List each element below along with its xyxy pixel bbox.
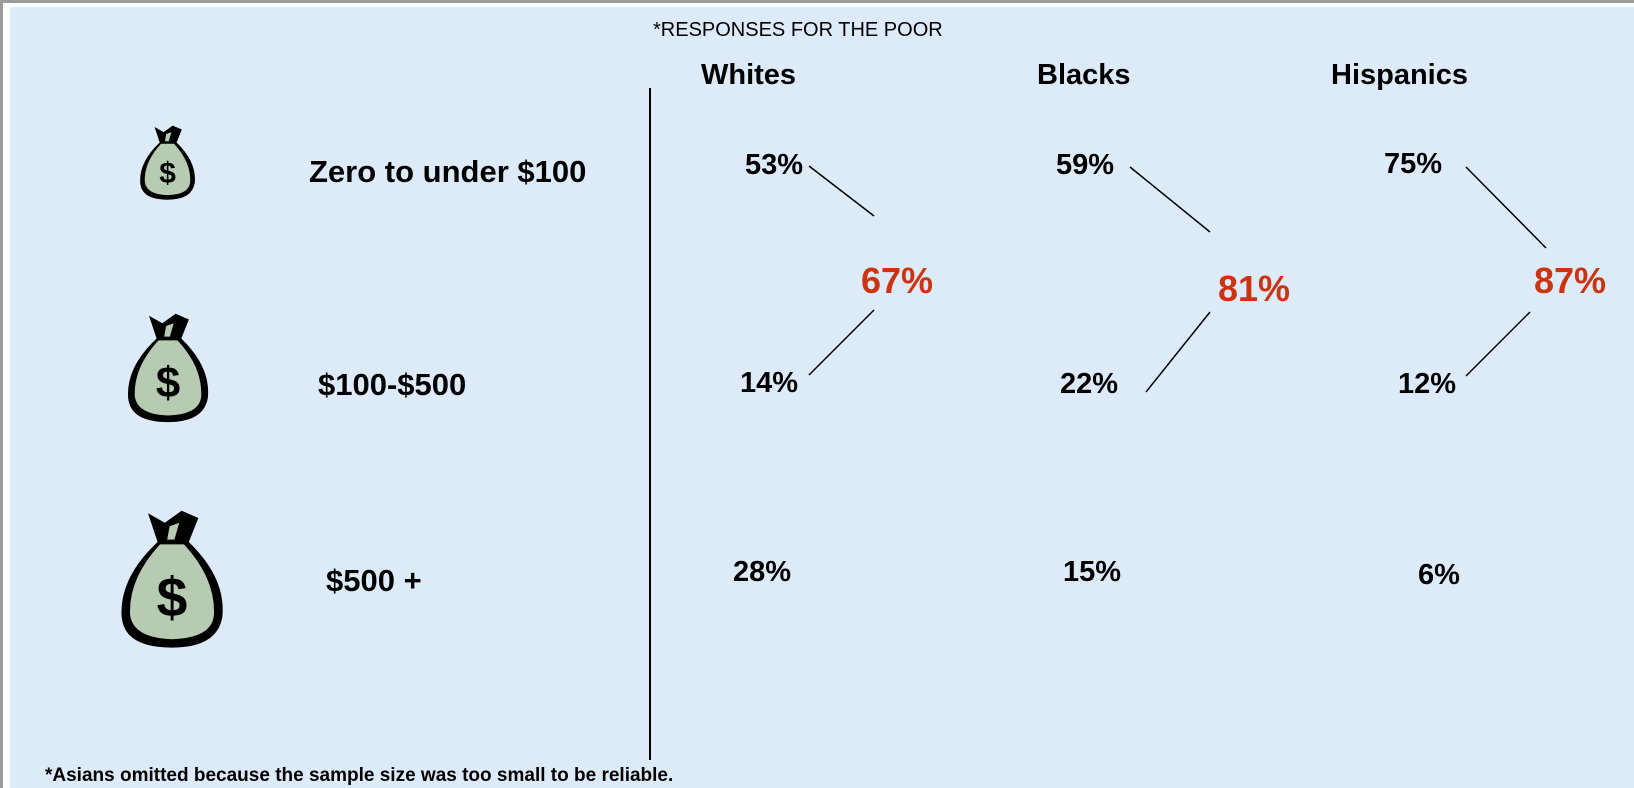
svg-text:$: $ (157, 566, 188, 628)
svg-text:$: $ (156, 358, 180, 407)
column-header-hispanics: Hispanics (1331, 59, 1468, 91)
value-hispanics-row2: 12% (1398, 368, 1457, 400)
value-blacks-row3: 15% (1063, 556, 1122, 588)
bracket-line-hispanics-bottom (1465, 311, 1531, 377)
money-bag-icon: $ (121, 510, 223, 648)
bracket-line-blacks-top (1129, 166, 1211, 233)
combined-value-blacks: 81% (1218, 268, 1291, 309)
value-whites-row3: 28% (733, 556, 792, 588)
bracket-line-blacks-bottom (1145, 311, 1211, 393)
value-blacks-row1: 59% (1056, 149, 1115, 181)
bracket-line-whites-top (808, 165, 875, 217)
bracket-line-hispanics-top (1465, 166, 1547, 249)
value-hispanics-row1: 75% (1384, 148, 1443, 180)
svg-text:$: $ (159, 157, 176, 190)
column-header-whites: Whites (701, 59, 797, 91)
chart-title: *RESPONSES FOR THE POOR (653, 19, 943, 41)
row-label-zero-to-100: Zero to under $100 (309, 154, 587, 189)
value-hispanics-row3: 6% (1418, 559, 1460, 591)
bracket-line-whites-bottom (808, 309, 875, 376)
value-whites-row2: 14% (740, 367, 799, 399)
value-blacks-row2: 22% (1060, 368, 1119, 400)
slide-panel (10, 7, 1634, 788)
combined-value-hispanics: 87% (1534, 260, 1607, 301)
money-bag-icon: $ (127, 313, 209, 423)
value-whites-row1: 53% (745, 149, 804, 181)
column-header-blacks: Blacks (1037, 59, 1131, 91)
row-label-100-500: $100-$500 (318, 367, 467, 402)
row-label-500-plus: $500 + (326, 563, 422, 598)
footnote: *Asians omitted because the sample size … (45, 765, 674, 786)
combined-value-whites: 67% (861, 260, 934, 301)
money-bag-icon: $ (140, 125, 195, 200)
